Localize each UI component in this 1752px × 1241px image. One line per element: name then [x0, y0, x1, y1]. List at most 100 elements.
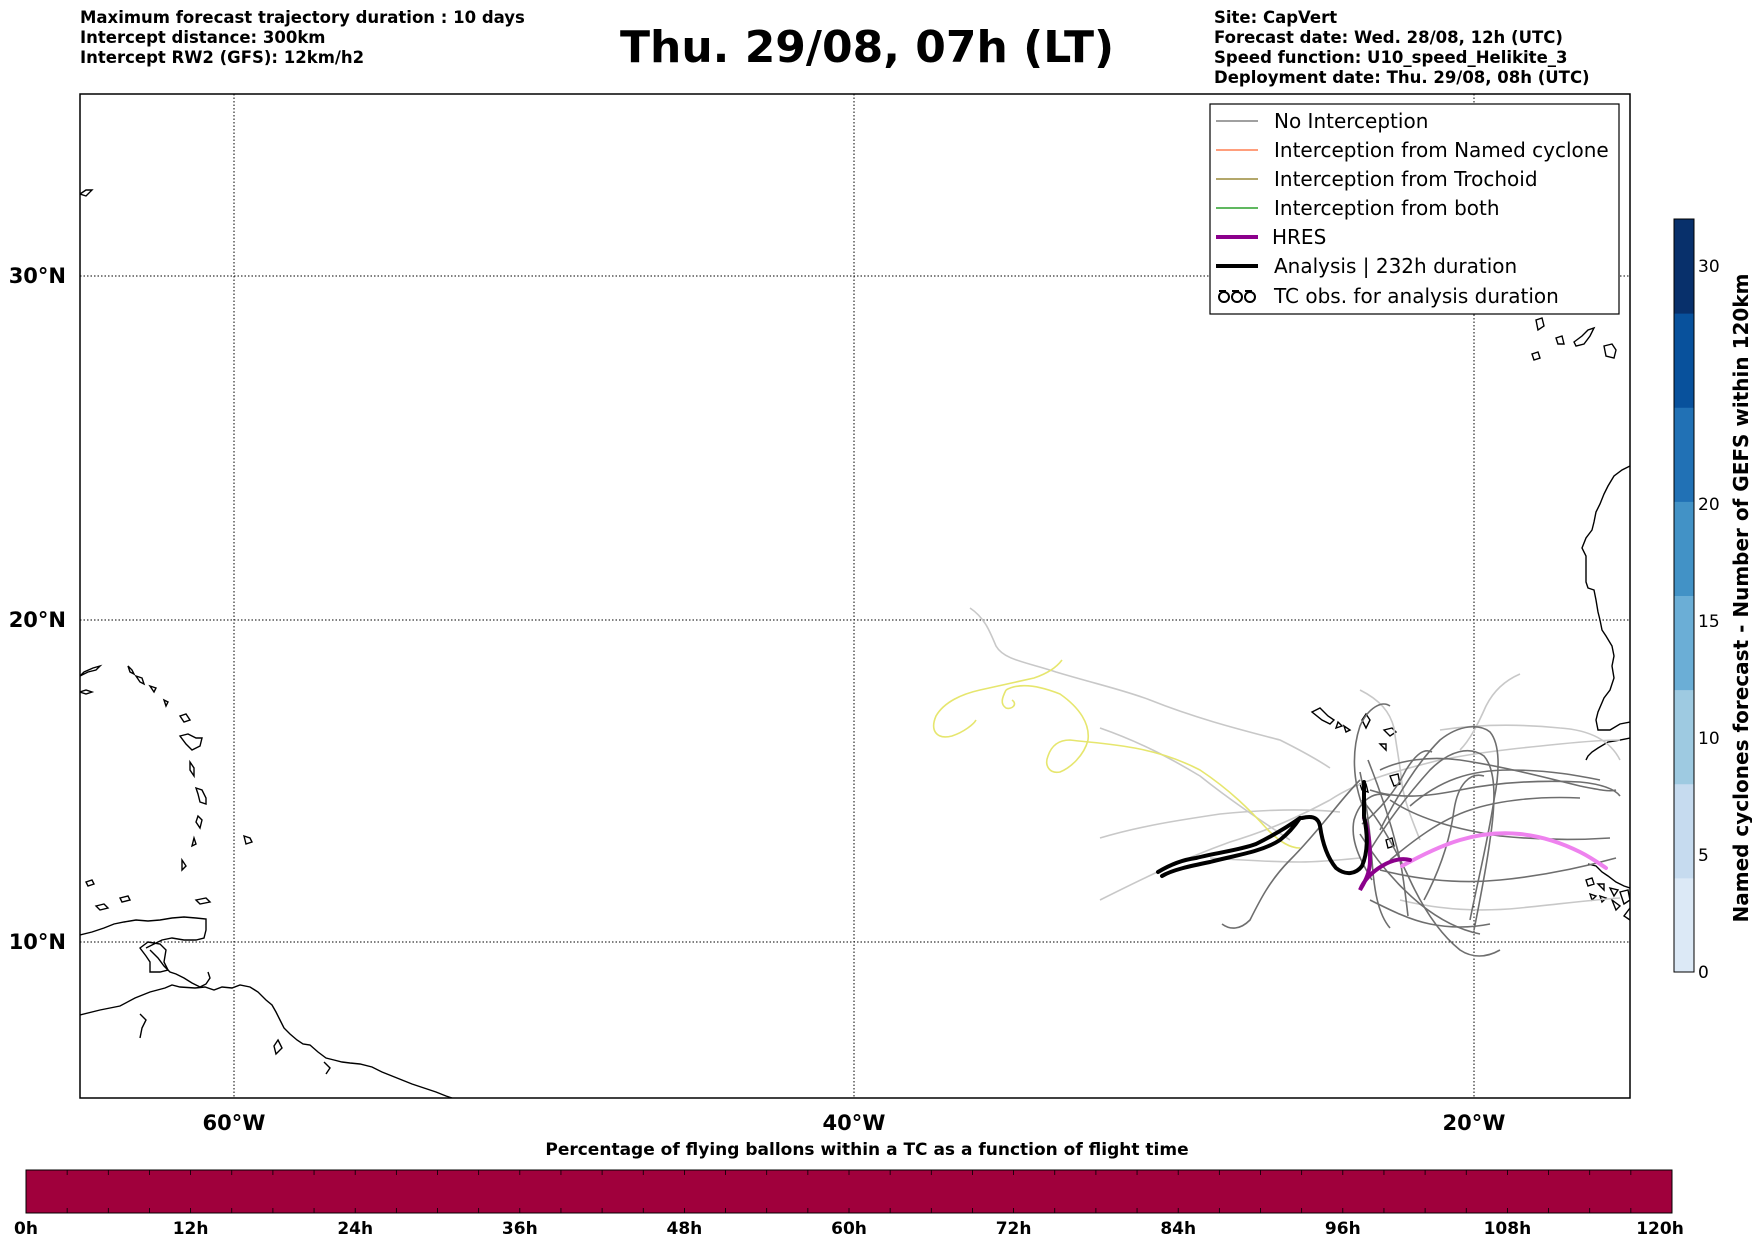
leeward-island-c [148, 684, 157, 694]
percentage-bar: Percentage of flying ballons within a TC… [14, 1140, 1684, 1239]
leeward-island-e [178, 713, 192, 723]
sa-coast-detail-2 [323, 1061, 331, 1075]
legend-label-both: Interception from both [1274, 196, 1500, 220]
time-tick-label: 72h [996, 1219, 1032, 1239]
canary-islands [1531, 317, 1617, 361]
light-trajectory [1099, 799, 1331, 901]
colorbar-swatches [1674, 219, 1694, 973]
dark-trajectory [1353, 703, 1391, 811]
legend-box [1209, 103, 1620, 315]
colorbar-swatch [1674, 313, 1694, 408]
hres-path-light [1400, 831, 1608, 870]
colorbar-tick: 15 [1698, 612, 1720, 632]
light-trajectories [969, 607, 1621, 911]
caribbean-island-1 [80, 664, 103, 677]
dark-trajectory [1361, 799, 1501, 957]
header-left-info: Maximum forecast trajectory duration : 1… [80, 8, 525, 68]
time-tick-label: 12h [173, 1219, 209, 1239]
sa-coast-detail-1 [139, 1013, 147, 1039]
colorbar-swatch [1674, 595, 1694, 691]
leeward-island-d [162, 698, 169, 708]
island-orchila [118, 895, 132, 903]
dark-trajectory [1423, 774, 1485, 901]
st-lucia-island [195, 814, 203, 830]
lon-label: 60°W [203, 1111, 266, 1135]
dark-trajectory [1369, 749, 1495, 931]
percentage-bar-ticks [66, 1170, 1632, 1213]
light-trajectory [1329, 739, 1621, 801]
colorbar-label: Named cyclones forecast - Number of GEFS… [1729, 274, 1752, 923]
island-curacao [85, 879, 95, 887]
colorbar-tick: 20 [1698, 495, 1720, 515]
dark-trajectory [1221, 779, 1361, 929]
venezuela-delta-coast [149, 949, 211, 988]
dark-trajectory [1389, 799, 1611, 841]
legend-label-named-cyclone: Interception from Named cyclone [1274, 138, 1609, 162]
colorbar-swatch [1674, 783, 1694, 879]
trinidad-island [139, 941, 170, 973]
time-tick-label: 108h [1484, 1219, 1532, 1239]
yellow-trajectory-path [1005, 684, 1301, 849]
time-tick-label: 0h [14, 1219, 38, 1239]
colorbar-swatch [1674, 407, 1694, 502]
leeward-island-b [134, 674, 146, 686]
guadeloupe-island [178, 733, 203, 751]
leeward-island-a [127, 665, 136, 676]
intercept-rw2-line: Intercept RW2 (GFS): 12km/h2 [80, 48, 365, 67]
dark-trajectory [1369, 899, 1491, 928]
top-left-island [80, 189, 94, 197]
lat-label: 30°N [9, 264, 66, 288]
barbados-island [243, 834, 253, 845]
dark-trajectory [1379, 857, 1617, 883]
lon-label: 40°W [823, 1111, 886, 1135]
time-tick-label: 96h [1325, 1219, 1361, 1239]
cape-verde-islands [1310, 707, 1401, 849]
colorbar-swatch [1674, 501, 1694, 596]
light-trajectory [1459, 673, 1521, 751]
time-tick-label: 120h [1636, 1219, 1684, 1239]
dark-trajectory [1361, 750, 1433, 825]
africa-coast [1581, 465, 1630, 731]
lon-label: 20°W [1443, 1111, 1506, 1135]
st-vincent-island [190, 835, 197, 848]
legend-label-analysis: Analysis | 232h duration [1274, 254, 1517, 278]
yellow-trajectory [932, 659, 1301, 849]
legend-label-tc-obs: TC obs. for analysis duration [1273, 284, 1559, 308]
south-america-coast [80, 984, 453, 1098]
legend-label-trochoid: Interception from Trochoid [1274, 167, 1538, 191]
caribbean-island-2 [80, 689, 95, 695]
colorbar-swatch [1674, 689, 1694, 785]
light-trajectory [1099, 727, 1291, 841]
colorbar-tick: 5 [1698, 846, 1709, 866]
guinea-bissau-coast [1587, 863, 1630, 889]
light-trajectory [1099, 809, 1341, 839]
colorbar-swatch [1674, 219, 1694, 314]
header-right-info: Site: CapVert Forecast date: Wed. 28/08,… [1214, 8, 1590, 88]
colorbar-tick: 0 [1698, 963, 1709, 983]
dark-trajectory [1359, 833, 1481, 935]
legend-label-no-interception: No Interception [1274, 109, 1428, 133]
yellow-trajectory-path [1001, 689, 1016, 710]
grenada-island [181, 857, 187, 872]
colorbar-swatch [1674, 877, 1694, 973]
tobago-island [194, 897, 212, 905]
forecast-date-line: Forecast date: Wed. 28/08, 12h (UTC) [1214, 28, 1563, 47]
tc-obs-icon [1218, 290, 1256, 303]
hres-trajectory [1358, 816, 1608, 892]
dark-trajectory [1409, 769, 1601, 807]
colorbar-frame [1673, 218, 1695, 973]
analysis-trajectory [1156, 780, 1369, 878]
site-line: Site: CapVert [1214, 8, 1338, 27]
map-axis-labels: 30°N 20°N 10°N 60°W 40°W 20°W [9, 264, 1506, 1135]
dominica-island [189, 759, 195, 779]
martinique-island [194, 786, 207, 805]
percentage-bar-title: Percentage of flying ballons within a TC… [545, 1140, 1188, 1160]
percentage-bar-fill [25, 1169, 1673, 1214]
lat-label: 10°N [9, 930, 66, 954]
percentage-bar-tick-labels: 0h 12h 24h 36h 48h 60h 72h 84h 96h 108h … [14, 1219, 1684, 1239]
time-tick-label: 48h [667, 1219, 703, 1239]
light-trajectory [969, 607, 1331, 769]
intercept-distance-line: Intercept distance: 300km [80, 28, 326, 47]
page-title: Thu. 29/08, 07h (LT) [620, 22, 1115, 73]
